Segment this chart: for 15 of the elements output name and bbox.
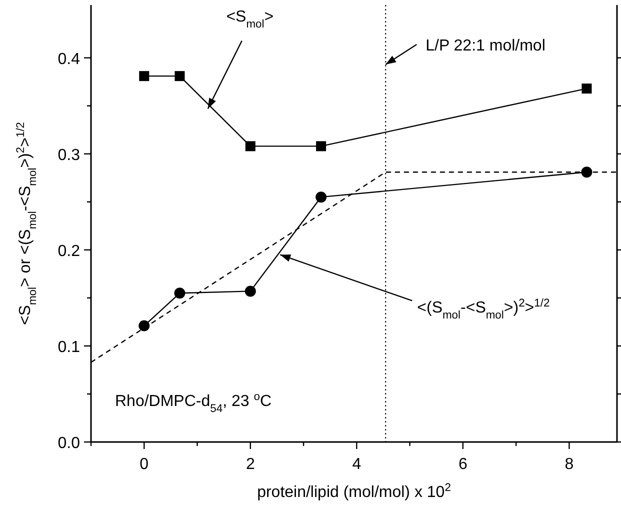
x-tick-label: 6 bbox=[458, 456, 468, 473]
annotation: L/P 22:1 mol/mol bbox=[426, 38, 546, 55]
x-tick-label: 0 bbox=[140, 456, 149, 473]
x-tick-label: 8 bbox=[564, 456, 574, 473]
x-tick-label: 4 bbox=[352, 456, 362, 473]
y-tick-label: 0.1 bbox=[58, 338, 80, 356]
x-tick-label: 2 bbox=[246, 456, 255, 473]
x-axis-title: protein/lipid (mol/mol) x 10$^{2}$ bbox=[257, 482, 451, 501]
y-tick-label: 0.4 bbox=[58, 50, 80, 68]
annotation: Rho/DMPC-d$_{54}$, 23 $^{o}$C bbox=[115, 391, 272, 415]
y-tick-label: 0.0 bbox=[58, 435, 80, 452]
annotation: <S$_{mol}$> bbox=[226, 8, 274, 31]
annotation: <(S$_{mol}$-<S$_{mol}$>)$^{2}$>$^{1/2}$ bbox=[417, 298, 550, 322]
y-tick-label: 0.3 bbox=[58, 146, 80, 164]
y-tick-label: 0.2 bbox=[58, 242, 80, 260]
